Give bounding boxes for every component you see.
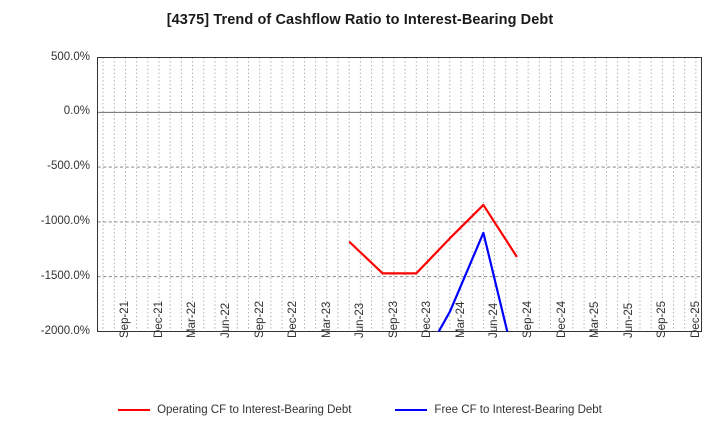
x-axis-tick-label: Jun-23 — [354, 302, 367, 338]
x-axis-tick-label: Mar-23 — [320, 301, 333, 338]
x-axis-tick-label: Sep-21 — [119, 300, 132, 338]
series-lines — [348, 203, 518, 332]
chart-legend: Operating CF to Interest-Bearing Debt Fre… — [0, 404, 720, 416]
plot-frame — [97, 57, 702, 332]
legend-label: Free CF to Interest-Bearing Debt — [434, 404, 602, 416]
y-axis-tick-label: -1000.0% — [40, 214, 90, 227]
horizontal-gridlines — [97, 111, 702, 278]
x-axis-tick-label: Sep-22 — [253, 300, 266, 338]
x-axis-tick-label: Sep-25 — [656, 300, 669, 338]
x-axis-tick-label: Jun-25 — [622, 302, 635, 338]
x-axis-tick-label: Dec-22 — [287, 300, 300, 338]
y-axis-tick-label: -2000.0% — [40, 324, 90, 337]
x-axis-tick-label: Dec-23 — [421, 300, 434, 338]
chart-title: [4375] Trend of Cashflow Ratio to Intere… — [166, 12, 554, 28]
y-axis-tick-label: 0.0% — [63, 105, 90, 118]
x-axis-tick-label: Jun-24 — [488, 302, 501, 338]
x-axis-tick-label: Jun-22 — [219, 302, 232, 338]
legend-item[interactable]: Operating CF to Interest-Bearing Debt — [118, 404, 351, 416]
x-axis-tick-label: Dec-21 — [152, 300, 165, 338]
legend-color-swatch — [395, 409, 428, 411]
series-line-1 — [437, 231, 509, 332]
x-axis-tick-label: Mar-24 — [454, 301, 467, 338]
series-line-0 — [348, 203, 518, 275]
x-axis-tick-label: Sep-24 — [521, 300, 534, 338]
x-axis-tick-label: Mar-22 — [186, 301, 199, 338]
y-axis-tick-label: -500.0% — [47, 160, 90, 173]
x-axis-tick-label: Dec-24 — [555, 300, 568, 338]
legend-label: Operating CF to Interest-Bearing Debt — [157, 404, 352, 416]
legend-item[interactable]: Free CF to Interest-Bearing Debt — [395, 404, 602, 416]
y-axis-tick-label: -1500.0% — [40, 269, 90, 282]
vertical-gridlines — [102, 57, 697, 332]
x-axis-tick-label: Sep-23 — [387, 300, 400, 338]
x-axis-tick-label: Mar-25 — [589, 301, 602, 338]
x-axis-tick-label: Dec-25 — [689, 300, 702, 338]
y-axis-tick-label: 500.0% — [50, 50, 90, 63]
legend-color-swatch — [118, 409, 151, 411]
